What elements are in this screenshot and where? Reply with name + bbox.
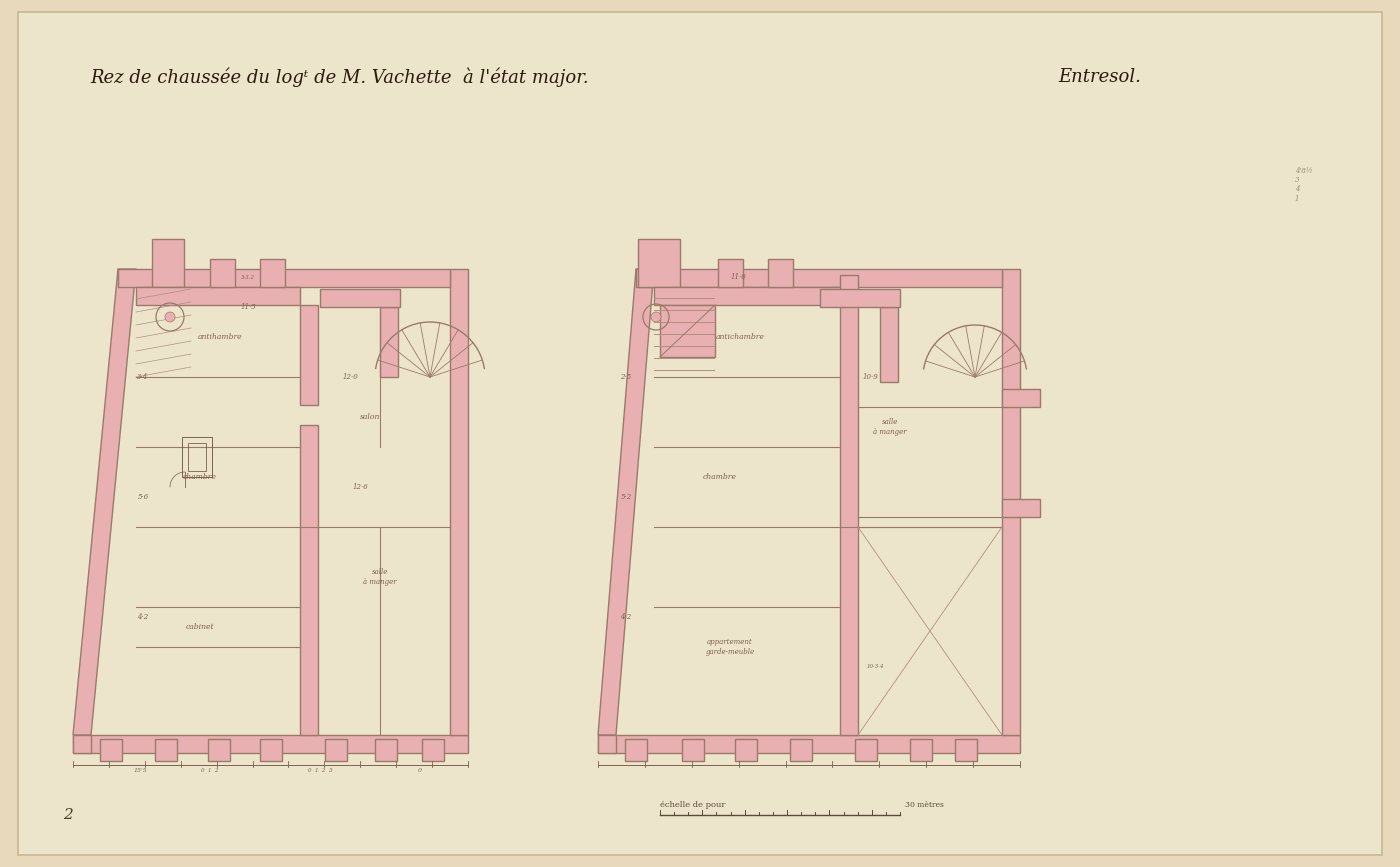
Text: chambre: chambre: [183, 473, 217, 481]
Bar: [1002, 389, 1040, 407]
Bar: [598, 735, 1021, 753]
Bar: [769, 259, 792, 287]
Bar: [155, 739, 176, 761]
Text: 30 mètres: 30 mètres: [904, 801, 944, 809]
Bar: [855, 739, 876, 761]
Text: Entresol.: Entresol.: [1058, 68, 1141, 86]
Bar: [659, 305, 715, 357]
Text: échelle de pour: échelle de pour: [659, 801, 725, 809]
Text: 0: 0: [419, 768, 421, 773]
Bar: [718, 259, 743, 287]
Bar: [209, 739, 230, 761]
Bar: [636, 269, 1002, 287]
Text: 2: 2: [63, 808, 73, 822]
Text: appartement
garde-meuble: appartement garde-meuble: [706, 638, 755, 655]
Bar: [260, 259, 286, 287]
Bar: [624, 739, 647, 761]
Bar: [260, 739, 281, 761]
Bar: [790, 739, 812, 761]
Bar: [375, 739, 398, 761]
Text: antichambre: antichambre: [715, 333, 764, 341]
Bar: [182, 437, 211, 477]
Text: 15'5: 15'5: [133, 768, 147, 773]
Text: 10·9: 10·9: [862, 373, 878, 381]
Text: 10·3·4: 10·3·4: [867, 664, 883, 669]
Bar: [1002, 499, 1040, 517]
Bar: [118, 269, 449, 287]
Text: salon: salon: [360, 413, 381, 421]
Polygon shape: [598, 735, 616, 753]
Bar: [421, 739, 444, 761]
Text: 0  1  2: 0 1 2: [202, 768, 218, 773]
Text: 4·2: 4·2: [137, 613, 148, 621]
Circle shape: [651, 312, 661, 322]
Text: 4'8½
3
4
1: 4'8½ 3 4 1: [1295, 167, 1313, 203]
Text: antihambre: antihambre: [197, 333, 242, 341]
Bar: [300, 425, 318, 735]
Bar: [735, 739, 757, 761]
Text: 5·6: 5·6: [137, 493, 148, 501]
Bar: [449, 269, 468, 735]
Text: salle
à manger: salle à manger: [363, 569, 396, 585]
Circle shape: [165, 312, 175, 322]
Bar: [99, 739, 122, 761]
Bar: [153, 239, 183, 287]
Bar: [1002, 269, 1021, 735]
Bar: [300, 305, 318, 405]
Bar: [638, 239, 680, 287]
Bar: [682, 739, 704, 761]
Text: 3·3.2: 3·3.2: [241, 275, 255, 279]
Text: 0  1  2  3: 0 1 2 3: [308, 768, 332, 773]
Bar: [210, 259, 235, 287]
Bar: [379, 307, 398, 377]
Bar: [321, 289, 400, 307]
Polygon shape: [598, 269, 654, 735]
Text: 3·4: 3·4: [137, 373, 148, 381]
Bar: [136, 287, 300, 305]
Polygon shape: [73, 735, 91, 753]
Bar: [881, 307, 897, 382]
Text: Rez de chaussée du logᵗ de M. Vachette  à l'état major.: Rez de chaussée du logᵗ de M. Vachette à…: [91, 68, 589, 87]
Bar: [820, 289, 900, 307]
Text: 2·5: 2·5: [620, 373, 631, 381]
Text: 4·2: 4·2: [620, 613, 631, 621]
Text: 12·0: 12·0: [342, 373, 358, 381]
Bar: [73, 735, 468, 753]
Bar: [910, 739, 932, 761]
Text: 5·2: 5·2: [620, 493, 631, 501]
Text: 12·6: 12·6: [353, 483, 368, 491]
Bar: [654, 287, 840, 305]
Polygon shape: [73, 269, 136, 735]
Text: cabinet: cabinet: [186, 623, 214, 631]
Bar: [955, 739, 977, 761]
Text: salle
à manger: salle à manger: [874, 419, 907, 435]
Bar: [188, 443, 206, 471]
Text: 11·0: 11·0: [731, 273, 746, 281]
Text: chambre: chambre: [703, 473, 736, 481]
Text: 11·5: 11·5: [241, 303, 256, 311]
Bar: [840, 275, 858, 735]
Bar: [325, 739, 347, 761]
